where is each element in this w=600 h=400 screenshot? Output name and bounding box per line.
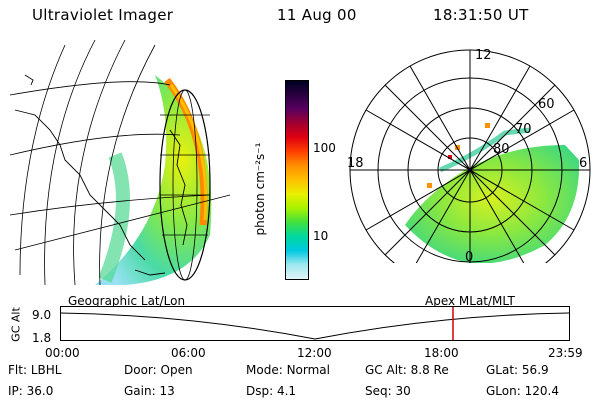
status-flt: Flt: LBHL [8, 363, 62, 377]
colorbar-tick-100: 100 [313, 141, 336, 155]
altitude-ytick-bottom: 1.8 [32, 331, 52, 345]
geographic-image-panel [9, 39, 231, 286]
altitude-xtick-2359: 23:59 [548, 346, 583, 360]
colorbar-tick-10: 10 [313, 229, 329, 243]
status-dsp: Dsp: 4.1 [246, 384, 297, 398]
status-gc-alt: GC Alt: 8.8 Re [365, 363, 449, 377]
mlt-label-18: 18 [347, 156, 364, 171]
lat-label-70: 70 [515, 122, 532, 137]
status-door: Door: Open [124, 363, 193, 377]
status-gain: Gain: 13 [124, 384, 175, 398]
altitude-ylabel: GC Alt [9, 307, 23, 342]
mlt-label-0: 0 [465, 250, 473, 263]
date-label: 11 Aug 00 [277, 6, 357, 24]
status-seq: Seq: 30 [365, 384, 411, 398]
time-label: 18:31:50 UT [433, 6, 529, 24]
lat-label-80: 80 [493, 142, 510, 157]
status-glon: GLon: 120.4 [486, 384, 559, 398]
colorbar [285, 80, 309, 280]
status-ip: IP: 36.0 [8, 384, 54, 398]
altitude-ytick-top: 9.0 [32, 308, 52, 322]
status-mode: Mode: Normal [246, 363, 330, 377]
mlt-label-12: 12 [475, 48, 492, 63]
altitude-xtick-0000: 00:00 [45, 346, 80, 360]
altitude-xtick-1800: 18:00 [424, 346, 459, 360]
colorbar-unit-label: photon cm⁻²s⁻¹ [253, 142, 267, 236]
mlt-label-6: 6 [579, 156, 587, 171]
lat-label-60: 60 [538, 97, 555, 112]
polar-image-panel: 12 18 6 0 60 70 80 [347, 48, 591, 263]
status-glat: GLat: 56.9 [486, 363, 549, 377]
altitude-xtick-0600: 06:00 [171, 346, 206, 360]
instrument-title: Ultraviolet Imager [32, 6, 174, 24]
geographic-panel-label: Geographic Lat/Lon [68, 294, 186, 308]
polar-panel-label: Apex MLat/MLT [425, 294, 515, 308]
altitude-xtick-1200: 12:00 [297, 346, 332, 360]
altitude-plot [60, 306, 570, 341]
